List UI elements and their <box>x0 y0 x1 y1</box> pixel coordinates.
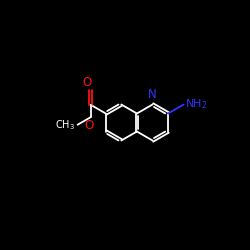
Text: CH$_3$: CH$_3$ <box>55 118 75 132</box>
Text: N: N <box>148 88 157 101</box>
Text: NH$_2$: NH$_2$ <box>185 98 208 112</box>
Text: O: O <box>85 119 94 132</box>
Text: O: O <box>82 76 92 89</box>
